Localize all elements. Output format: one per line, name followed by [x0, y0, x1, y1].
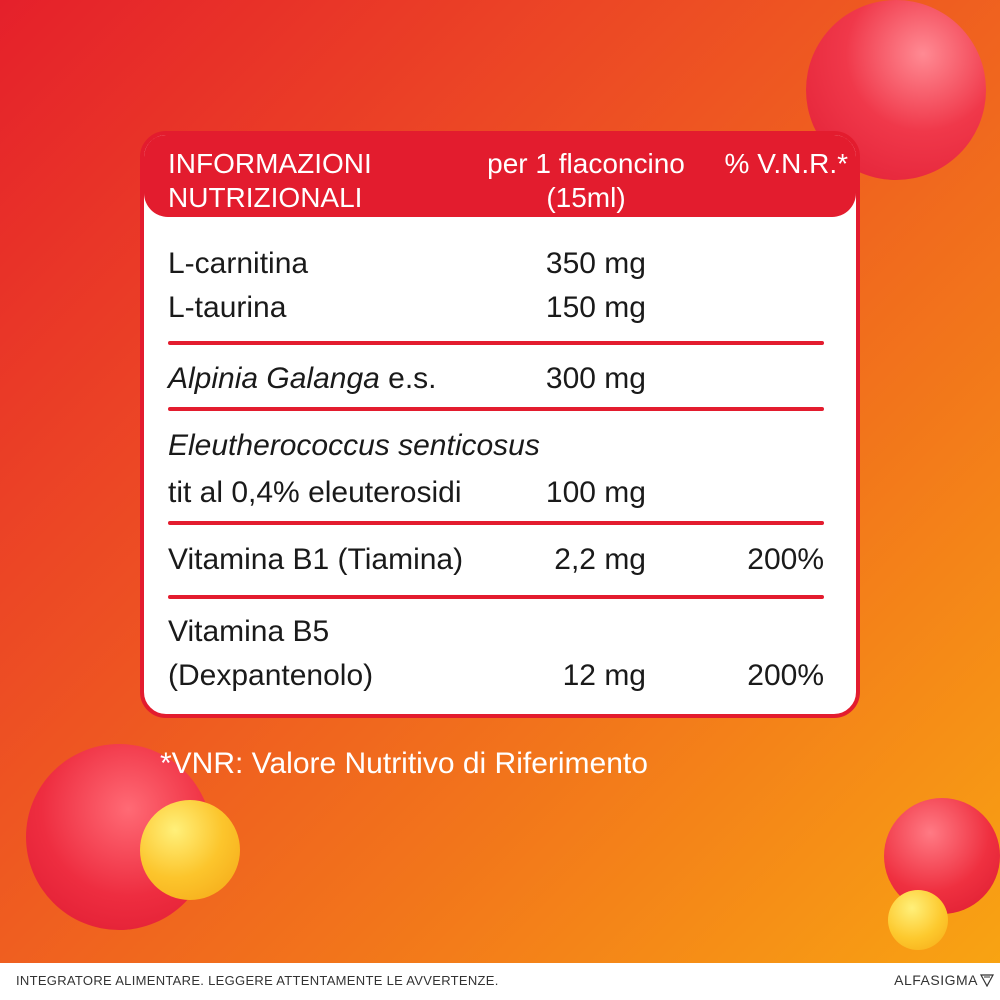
decorative-bubble-right-yellow — [888, 890, 948, 950]
row-amount: 2,2 mg — [554, 543, 646, 576]
row-name-line2: (Dexpantenolo) — [168, 659, 374, 692]
decorative-bubble-left-yellow — [140, 800, 240, 900]
row-name-italic: Alpinia Galanga — [168, 362, 380, 395]
header-amount-column: per 1 flaconcino (15ml) — [474, 147, 698, 215]
row-name: Vitamina B1 (Tiamina) — [168, 543, 464, 576]
table-header: INFORMAZIONI NUTRIZIONALI per 1 flaconci… — [144, 135, 856, 217]
nutrition-table: INFORMAZIONI NUTRIZIONALI per 1 flaconci… — [140, 131, 860, 718]
vnr-footnote: *VNR: Valore Nutritivo di Riferimento — [160, 747, 648, 780]
row-amount: 12 mg — [562, 659, 646, 692]
row-name: L-carnitina — [168, 247, 309, 280]
row-vnr: 200% — [747, 543, 824, 576]
header-amount-line1: per 1 flaconcino — [487, 148, 685, 179]
row-name-suffix: e.s. — [379, 362, 437, 395]
brand-logo-text: ALFASIGMA — [894, 972, 978, 988]
brand-triangle-icon — [980, 974, 994, 987]
row-divider — [168, 407, 824, 411]
row-name: L-taurina — [168, 291, 287, 324]
row-amount: 300 mg — [545, 362, 646, 395]
header-name-column: INFORMAZIONI NUTRIZIONALI — [168, 147, 372, 215]
row-amount: 350 mg — [545, 247, 646, 280]
header-vnr-column: % V.N.R.* — [724, 148, 848, 179]
row-name-line2: tit al 0,4% eleuterosidi — [168, 476, 462, 509]
header-amount-line2: (15ml) — [546, 182, 626, 213]
row-divider — [168, 341, 824, 345]
disclaimer-text: INTEGRATORE ALIMENTARE. LEGGERE ATTENTAM… — [16, 973, 499, 988]
row-amount: 100 mg — [545, 476, 646, 509]
row-divider — [168, 521, 824, 525]
row-amount: 150 mg — [545, 291, 646, 324]
row-vnr: 200% — [747, 659, 824, 692]
row-name-line1: Eleutherococcus senticosus — [168, 429, 540, 462]
row-name: Alpinia Galanga e.s. — [168, 357, 437, 401]
header-name-line2: NUTRIZIONALI — [168, 182, 363, 213]
header-name-line1: INFORMAZIONI — [168, 148, 372, 179]
row-divider — [168, 595, 824, 599]
row-name-line1: Vitamina B5 — [168, 615, 330, 648]
footer-bar: INTEGRATORE ALIMENTARE. LEGGERE ATTENTAM… — [0, 963, 1000, 1000]
